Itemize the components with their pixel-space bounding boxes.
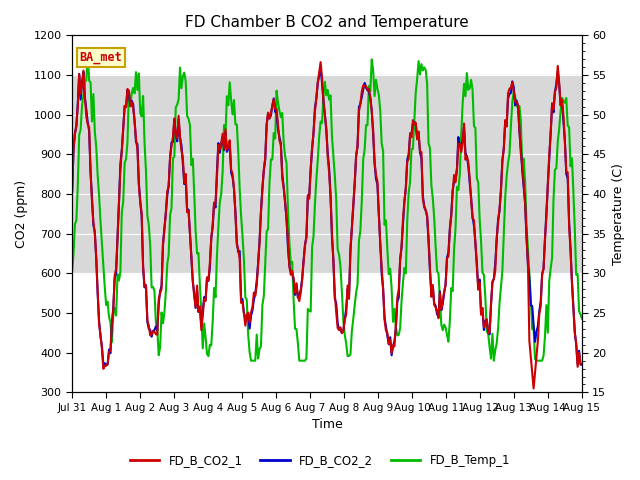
Bar bbox=[72, 75, 582, 274]
Legend: FD_B_CO2_1, FD_B_CO2_2, FD_B_Temp_1: FD_B_CO2_1, FD_B_CO2_2, FD_B_Temp_1 bbox=[125, 449, 515, 472]
X-axis label: Time: Time bbox=[312, 419, 342, 432]
Text: BA_met: BA_met bbox=[80, 51, 122, 64]
Y-axis label: Temperature (C): Temperature (C) bbox=[612, 163, 625, 265]
Y-axis label: CO2 (ppm): CO2 (ppm) bbox=[15, 180, 28, 248]
Title: FD Chamber B CO2 and Temperature: FD Chamber B CO2 and Temperature bbox=[185, 15, 469, 30]
